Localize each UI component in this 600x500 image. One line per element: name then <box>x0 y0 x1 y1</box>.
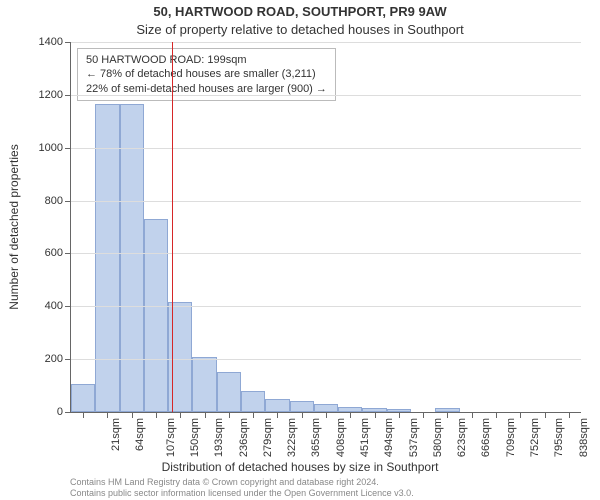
x-tick-label: 709sqm <box>505 418 517 457</box>
x-tick-label: 623sqm <box>456 418 468 457</box>
y-tick-label: 200 <box>45 353 63 365</box>
x-tick <box>399 412 400 418</box>
info-line-3: 22% of semi-detached houses are larger (… <box>86 82 327 96</box>
y-tick <box>65 253 71 254</box>
x-tick-label: 795sqm <box>553 418 565 457</box>
x-tick-label: 752sqm <box>529 418 541 457</box>
x-tick <box>569 412 570 418</box>
x-tick-label: 107sqm <box>165 418 177 457</box>
x-tick <box>423 412 424 418</box>
x-tick-label: 193sqm <box>213 418 225 457</box>
y-tick-label: 600 <box>45 247 63 259</box>
bar <box>95 104 119 412</box>
y-tick-label: 1400 <box>39 36 63 48</box>
y-gridline <box>71 95 581 96</box>
x-tick <box>107 412 108 418</box>
x-tick <box>496 412 497 418</box>
bar <box>290 401 314 412</box>
x-tick-label: 365sqm <box>311 418 323 457</box>
y-tick-label: 800 <box>45 195 63 207</box>
footer-line-2: Contains public sector information licen… <box>70 488 414 499</box>
y-tick-label: 0 <box>57 406 63 418</box>
y-axis-label: Number of detached properties <box>7 144 21 309</box>
x-tick-label: 537sqm <box>408 418 420 457</box>
x-tick <box>205 412 206 418</box>
page-title: 50, HARTWOOD ROAD, SOUTHPORT, PR9 9AW <box>0 4 600 19</box>
y-gridline <box>71 201 581 202</box>
bar <box>192 357 216 413</box>
y-tick <box>65 42 71 43</box>
y-gridline <box>71 253 581 254</box>
y-tick <box>65 359 71 360</box>
x-tick <box>326 412 327 418</box>
info-line-2: ← 78% of detached houses are smaller (3,… <box>86 67 327 81</box>
x-tick <box>447 412 448 418</box>
chart-container: 50, HARTWOOD ROAD, SOUTHPORT, PR9 9AW Si… <box>0 0 600 500</box>
plot-area: 50 HARTWOOD ROAD: 199sqm ← 78% of detach… <box>70 42 581 413</box>
y-tick <box>65 148 71 149</box>
y-gridline <box>71 42 581 43</box>
info-box: 50 HARTWOOD ROAD: 199sqm ← 78% of detach… <box>77 48 336 101</box>
bar <box>144 219 168 412</box>
x-tick-label: 64sqm <box>134 418 146 451</box>
bar <box>217 372 241 412</box>
y-tick-label: 1200 <box>39 89 63 101</box>
x-tick <box>229 412 230 418</box>
info-line-1: 50 HARTWOOD ROAD: 199sqm <box>86 53 327 67</box>
bar <box>241 391 265 412</box>
y-tick <box>65 306 71 307</box>
x-tick <box>253 412 254 418</box>
x-tick <box>350 412 351 418</box>
x-tick <box>520 412 521 418</box>
page-subtitle: Size of property relative to detached ho… <box>0 22 600 37</box>
y-gridline <box>71 148 581 149</box>
x-tick-label: 279sqm <box>262 418 274 457</box>
x-tick <box>545 412 546 418</box>
x-tick-label: 236sqm <box>238 418 250 457</box>
y-tick-label: 1000 <box>39 142 63 154</box>
x-axis-label: Distribution of detached houses by size … <box>0 460 600 474</box>
bar <box>265 399 289 412</box>
x-tick <box>472 412 473 418</box>
x-tick-label: 21sqm <box>110 418 122 451</box>
y-tick <box>65 95 71 96</box>
x-tick <box>277 412 278 418</box>
x-tick-label: 494sqm <box>383 418 395 457</box>
y-gridline <box>71 359 581 360</box>
x-tick-label: 666sqm <box>481 418 493 457</box>
x-tick <box>83 412 84 418</box>
footer-text: Contains HM Land Registry data © Crown c… <box>70 477 414 499</box>
x-tick <box>132 412 133 418</box>
x-tick <box>302 412 303 418</box>
y-tick-label: 400 <box>45 300 63 312</box>
x-tick-label: 408sqm <box>335 418 347 457</box>
x-tick-label: 838sqm <box>578 418 590 457</box>
x-tick-label: 322sqm <box>286 418 298 457</box>
x-tick-label: 580sqm <box>432 418 444 457</box>
reference-line <box>172 42 173 412</box>
y-tick <box>65 412 71 413</box>
x-tick <box>180 412 181 418</box>
bar <box>120 104 144 412</box>
bar <box>71 384 95 412</box>
x-tick-label: 451sqm <box>359 418 371 457</box>
x-tick <box>156 412 157 418</box>
y-gridline <box>71 306 581 307</box>
footer-line-1: Contains HM Land Registry data © Crown c… <box>70 477 414 488</box>
x-tick-label: 150sqm <box>189 418 201 457</box>
x-tick <box>375 412 376 418</box>
y-tick <box>65 201 71 202</box>
bar <box>314 404 338 412</box>
